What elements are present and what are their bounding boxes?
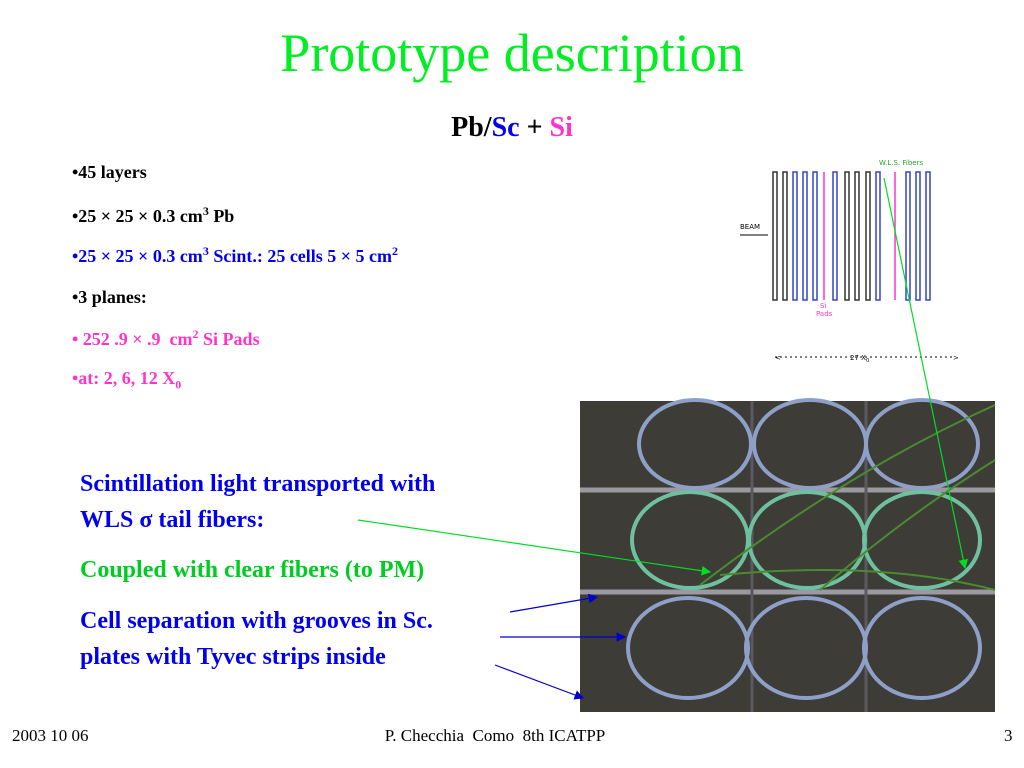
- subtitle-part: Sc: [491, 112, 520, 143]
- subtitle-part: Pb/: [451, 112, 492, 143]
- text: Scintillation light transported with: [80, 471, 436, 497]
- layer-diagram: W.L.S. Fibers BEAM Si Pads 27 X0 < >: [740, 159, 959, 364]
- text: plates with Tyvec strips inside: [80, 644, 386, 670]
- diagram-label: 27 X0: [850, 354, 869, 364]
- title: Prototype description: [280, 23, 744, 83]
- text: Pb: [208, 206, 235, 226]
- text: • 252 .9 × .9 cm: [72, 329, 193, 349]
- text: Scint.: 25 cells 5 × 5 cm: [208, 246, 393, 266]
- text: WLS σ tail fibers:: [80, 507, 265, 533]
- footer-date: 2003 10 06: [12, 726, 89, 745]
- diagram-label: Pads: [816, 310, 833, 318]
- bullet: •at: 2, 6, 12 X0: [72, 368, 181, 393]
- diagram-label: BEAM: [740, 223, 760, 231]
- diagram-label: 27 X: [850, 354, 866, 362]
- text: •25 × 25 × 0.3 cm: [72, 206, 203, 226]
- text: 2: [192, 327, 199, 341]
- text: 2: [392, 244, 399, 258]
- diagram-label: <: [775, 354, 781, 362]
- diagram-label: >: [953, 354, 959, 362]
- text: •3 planes:: [72, 287, 147, 307]
- text: •45 layers: [72, 162, 147, 182]
- text: 0: [175, 377, 182, 392]
- subtitle-part: Si: [549, 112, 573, 143]
- bullet: •45 layers: [72, 162, 147, 183]
- diagram-label: Si: [820, 302, 826, 310]
- photo: [580, 401, 995, 712]
- diagram-label: 0: [866, 358, 869, 364]
- bullet: •25 × 25 × 0.3 cm3 Scint.: 25 cells 5 × …: [72, 244, 398, 267]
- bullet: • 252 .9 × .9 cm2 Si Pads: [72, 327, 260, 350]
- subtitle: Pb/Sc + Si: [0, 112, 1024, 144]
- text: Cell separation with grooves in Sc.: [80, 608, 433, 634]
- text: 3: [202, 244, 209, 258]
- bullet: •3 planes:: [72, 287, 147, 308]
- text: 3: [202, 204, 209, 218]
- bullet: •25 × 25 × 0.3 cm3 Pb: [72, 204, 234, 227]
- text: Si Pads: [198, 329, 260, 349]
- cells: [580, 398, 996, 712]
- note: Cell separation with grooves in Sc. plate…: [80, 603, 433, 675]
- text: •at: 2, 6, 12 X: [72, 368, 176, 388]
- subtitle-part: +: [519, 112, 550, 143]
- page-number: 3: [1004, 726, 1013, 745]
- text: •25 × 25 × 0.3 cm: [72, 246, 203, 266]
- note: Scintillation light transported with WLS …: [80, 466, 435, 538]
- note: Coupled with clear fibers (to PM): [80, 557, 425, 583]
- diagram-label: W.L.S. Fibers: [879, 159, 923, 167]
- arrows: [357, 177, 968, 700]
- footer-author: P. Checchia Como 8th ICATPP: [384, 726, 606, 745]
